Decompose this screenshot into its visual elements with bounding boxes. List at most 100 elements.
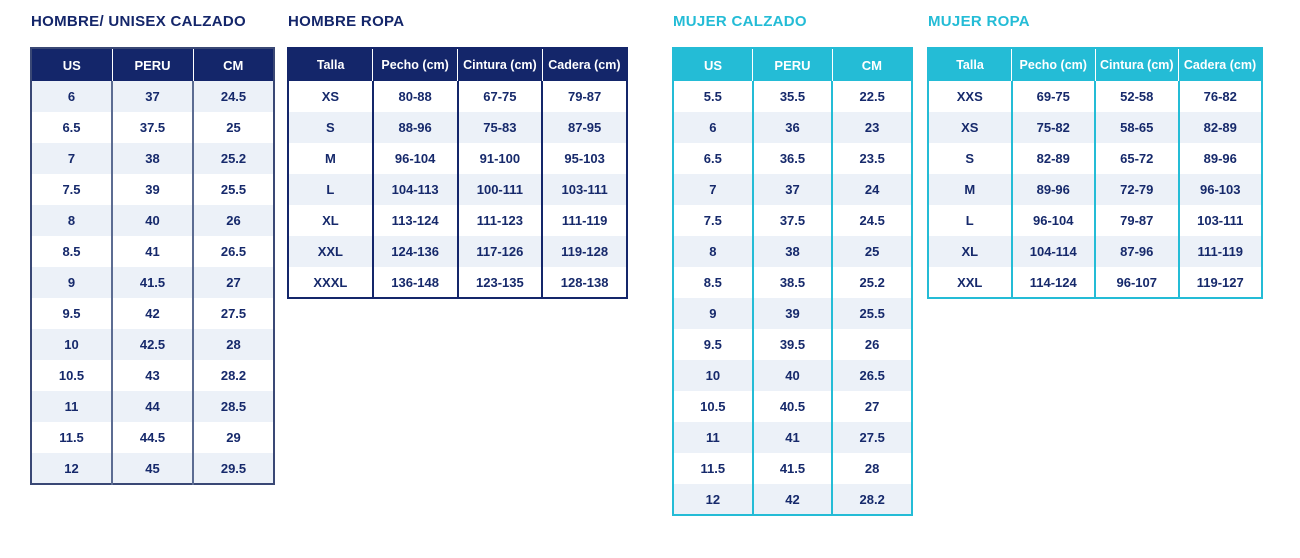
column-header: Cadera (cm) — [1178, 48, 1262, 81]
table-row: 11.5 41.5 28 — [673, 453, 912, 484]
table-cell: 6.5 — [673, 143, 754, 174]
table-cell: 26.5 — [832, 360, 912, 391]
table-cell: 26 — [832, 329, 912, 360]
size-table-section-mujer-calzado: MUJER CALZADO US PERU CM 5.5 35.5 22.5 6 36 23 6.5… — [672, 12, 913, 516]
table-row: L 96-104 79-87 103-111 — [928, 205, 1262, 236]
table-row: L 104-113 100-111 103-111 — [288, 174, 627, 205]
table-cell: 25.5 — [193, 174, 274, 205]
table-cell: 27 — [193, 267, 274, 298]
table-cell: 67-75 — [457, 81, 544, 112]
table-cell: XXL — [928, 267, 1013, 298]
table-row: 5.5 35.5 22.5 — [673, 81, 912, 112]
table-cell: 41.5 — [112, 267, 194, 298]
column-header: CM — [193, 48, 274, 81]
table-cell: 76-82 — [1178, 81, 1262, 112]
table-cell: 11 — [673, 422, 754, 453]
table-cell: 24.5 — [832, 205, 912, 236]
table-row: 9.5 39.5 26 — [673, 329, 912, 360]
table-row: XXL 114-124 96-107 119-127 — [928, 267, 1262, 298]
table-cell: 114-124 — [1011, 267, 1096, 298]
table-cell: XL — [288, 205, 374, 236]
table-cell: 11.5 — [673, 453, 754, 484]
column-header: US — [673, 48, 754, 81]
table-cell: 8 — [31, 205, 113, 236]
table-cell: 136-148 — [372, 267, 459, 298]
table-cell: 104-114 — [1011, 236, 1096, 267]
table-cell: 37.5 — [112, 112, 194, 143]
table-cell: 25.2 — [193, 143, 274, 174]
table-cell: 119-128 — [542, 236, 627, 267]
table-cell: 44.5 — [112, 422, 194, 453]
table-cell: 123-135 — [457, 267, 544, 298]
table-cell: 38 — [752, 236, 834, 267]
table-cell: 117-126 — [457, 236, 544, 267]
table-cell: 103-111 — [542, 174, 627, 205]
table-cell: 111-119 — [1178, 236, 1262, 267]
table-title: HOMBRE/ UNISEX CALZADO — [31, 13, 246, 30]
size-table: US PERU CM 6 37 24.5 6.5 37.5 25 7 38 25.2 7.5 39 25.5… — [30, 47, 275, 485]
table-cell: 27.5 — [193, 298, 274, 329]
table-cell: 25.2 — [832, 267, 912, 298]
table-title: MUJER CALZADO — [673, 13, 807, 30]
table-cell: 43 — [112, 360, 194, 391]
size-table: US PERU CM 5.5 35.5 22.5 6 36 23 6.5 36.5 23.5 7 37 24… — [672, 47, 913, 516]
table-cell: 124-136 — [372, 236, 459, 267]
table-row: 10 42.5 28 — [31, 329, 274, 360]
table-cell: 26.5 — [193, 236, 274, 267]
table-row: 7.5 39 25.5 — [31, 174, 274, 205]
table-cell: 82-89 — [1178, 112, 1262, 143]
table-row: 9 41.5 27 — [31, 267, 274, 298]
table-row: 11 41 27.5 — [673, 422, 912, 453]
column-header: Pecho (cm) — [372, 48, 458, 81]
table-cell: 25 — [193, 112, 274, 143]
table-cell: 41.5 — [752, 453, 834, 484]
table-cell: 65-72 — [1095, 143, 1180, 174]
table-cell: 6.5 — [31, 112, 113, 143]
table-row: 8.5 38.5 25.2 — [673, 267, 912, 298]
column-header: PERU — [752, 48, 833, 81]
table-cell: 89-96 — [1011, 174, 1096, 205]
table-row: XL 104-114 87-96 111-119 — [928, 236, 1262, 267]
column-header: Cintura (cm) — [457, 48, 543, 81]
table-cell: 7 — [673, 174, 754, 205]
table-row: 9 39 25.5 — [673, 298, 912, 329]
table-row: M 96-104 91-100 95-103 — [288, 143, 627, 174]
table-cell: 27.5 — [832, 422, 912, 453]
table-row: 6.5 37.5 25 — [31, 112, 274, 143]
table-row: 11.5 44.5 29 — [31, 422, 274, 453]
table-cell: 88-96 — [372, 112, 459, 143]
table-cell: 119-127 — [1178, 267, 1262, 298]
table-cell: 44 — [112, 391, 194, 422]
table-cell: 25 — [832, 236, 912, 267]
column-header: Talla — [928, 48, 1012, 81]
table-cell: 11.5 — [31, 422, 113, 453]
column-header: PERU — [112, 48, 194, 81]
table-cell: 29 — [193, 422, 274, 453]
size-table: Talla Pecho (cm) Cintura (cm) Cadera (cm) XS… — [287, 47, 628, 299]
table-cell: 25.5 — [832, 298, 912, 329]
table-cell: 79-87 — [542, 81, 627, 112]
table-cell: 11 — [31, 391, 113, 422]
table-row: 8 40 26 — [31, 205, 274, 236]
table-row: XL 113-124 111-123 111-119 — [288, 205, 627, 236]
size-table-section-hombre-ropa: HOMBRE ROPA Talla Pecho (cm) Cintura (cm) Ca… — [287, 12, 628, 299]
table-row: 11 44 28.5 — [31, 391, 274, 422]
table-cell: 7.5 — [31, 174, 113, 205]
table-row: 7.5 37.5 24.5 — [673, 205, 912, 236]
table-cell: 113-124 — [372, 205, 459, 236]
table-cell: 87-96 — [1095, 236, 1180, 267]
column-header: Cadera (cm) — [542, 48, 627, 81]
table-cell: 72-79 — [1095, 174, 1180, 205]
column-header: US — [31, 48, 113, 81]
table-cell: M — [928, 174, 1013, 205]
table-cell: 27 — [832, 391, 912, 422]
table-row: S 82-89 65-72 89-96 — [928, 143, 1262, 174]
table-cell: L — [928, 205, 1013, 236]
table-cell: 100-111 — [457, 174, 544, 205]
table-row: XXS 69-75 52-58 76-82 — [928, 81, 1262, 112]
table-cell: 89-96 — [1178, 143, 1262, 174]
table-cell: 12 — [31, 453, 113, 484]
table-cell: 40 — [752, 360, 834, 391]
table-row: 6.5 36.5 23.5 — [673, 143, 912, 174]
